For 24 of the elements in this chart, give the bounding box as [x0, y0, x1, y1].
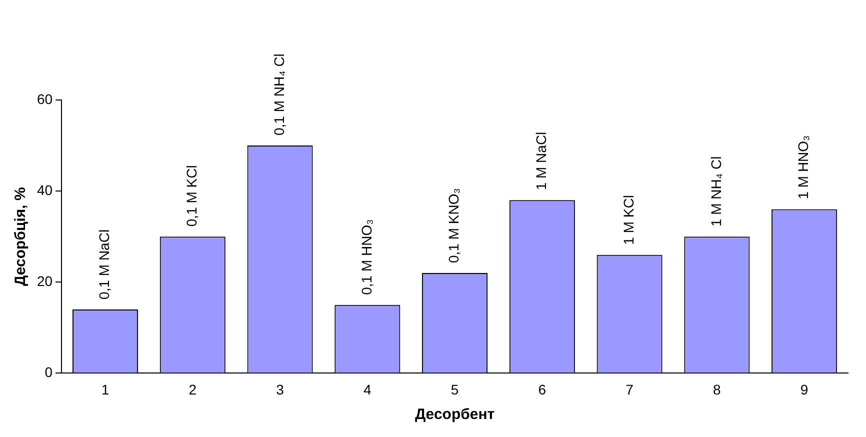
annotation: 0,1 M NaCl — [96, 229, 112, 300]
annotation: 1 M KCl — [620, 195, 636, 245]
y-tick-label: 60 — [36, 90, 53, 107]
x-tick-label: 3 — [276, 381, 284, 398]
annotation: 0,1 M NH₄ Cl — [270, 54, 287, 136]
y-tick-label: 40 — [36, 182, 53, 198]
annotation: 0,1 M KNO₃ — [446, 188, 462, 264]
x-tick-label: 2 — [188, 381, 197, 398]
annotation: 1 M HNO₃ — [795, 135, 812, 200]
y-axis-title: Десорбція, % — [12, 187, 30, 286]
annotation: 1 M NH₄ Cl — [708, 156, 724, 227]
annotation: 0,1 M KCl — [184, 165, 200, 227]
x-axis-title: Десорбент — [414, 406, 495, 424]
y-tick-label: 20 — [36, 272, 53, 289]
annotation: 1 M NaCl — [533, 132, 550, 190]
x-tick-label: 5 — [450, 381, 459, 398]
x-tick-label: 7 — [626, 381, 634, 398]
x-tick-label: 4 — [364, 381, 372, 398]
x-tick-label: 9 — [800, 381, 808, 398]
x-tick-label: 6 — [538, 381, 546, 398]
y-tick-label: 0 — [44, 364, 53, 380]
x-tick-label: 8 — [713, 381, 722, 398]
x-tick-label: 1 — [101, 381, 110, 398]
annotation: 0,1 M HNO₃ — [358, 219, 374, 295]
